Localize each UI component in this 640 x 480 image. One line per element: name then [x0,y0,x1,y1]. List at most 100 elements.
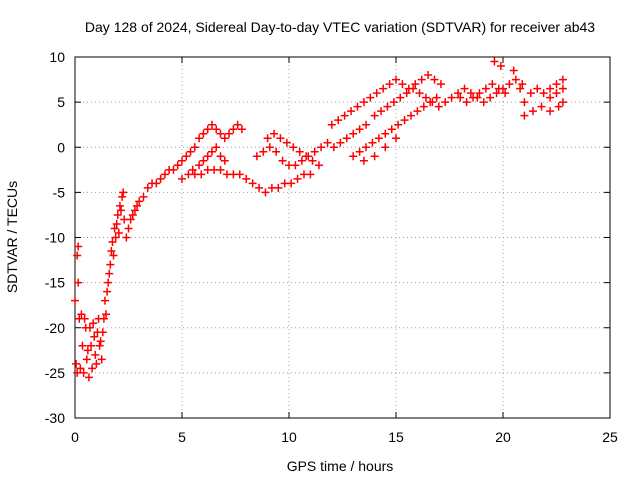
data-point [84,373,93,382]
data-point [110,224,119,233]
data-point [454,89,463,98]
data-point [78,341,87,350]
data-point [387,125,396,134]
y-tick-label: 5 [57,94,65,110]
data-point [368,138,377,147]
data-point [259,147,268,156]
data-point [349,129,358,138]
data-point [225,129,234,138]
axis-ticks: 0 5 10 15 20 25 -30 -25 -20 -15 -10 -5 0 5 10 [45,49,618,445]
x-tick-label: 25 [602,429,618,445]
data-point [413,107,422,116]
data-point [392,75,400,84]
data-point [505,80,514,89]
chart-title: Day 128 of 2024, Sidereal Day-to-day VTE… [85,19,595,35]
data-point [207,120,216,129]
data-point [359,98,368,107]
data-point [377,107,386,116]
x-tick-label: 20 [495,429,511,445]
data-point [456,93,465,102]
data-point [381,129,390,138]
y-tick-label: -15 [45,275,65,291]
data-point [392,134,400,143]
data-point [362,143,371,152]
data-point [421,93,430,102]
data-point [91,350,100,359]
data-point [366,93,375,102]
data-point [406,111,415,120]
data-point [89,319,98,328]
data-point [82,355,91,364]
data-point [242,174,251,183]
y-tick-label: -10 [45,230,65,246]
data-point [409,84,418,93]
data-point [173,161,182,170]
data-point [323,138,332,147]
data-point [558,75,567,84]
data-point [255,183,264,192]
data-point [278,156,287,165]
data-point [340,111,349,120]
data-point [496,62,505,71]
data-point [113,210,122,219]
data-point [272,147,281,156]
data-point [274,183,283,192]
data-point [488,80,497,89]
data-point [441,98,450,107]
data-point [509,66,518,75]
data-point [462,98,471,107]
data-point [349,152,358,161]
data-point [216,165,225,174]
x-axis-label: GPS time / hours [287,458,394,474]
data-point [122,233,131,242]
data-series [71,57,567,382]
data-point [199,129,208,138]
data-point [428,98,437,107]
data-point [347,107,356,116]
data-point [308,156,317,165]
data-point [460,84,469,93]
data-point [398,80,407,89]
data-point [436,80,445,89]
data-point [139,192,148,201]
data-point [80,314,89,323]
data-point [419,102,428,111]
data-point [199,156,208,165]
data-point [475,89,484,98]
data-point [310,147,319,156]
data-point [77,310,86,319]
data-point [336,138,345,147]
data-point [115,201,124,210]
data-point [263,134,272,143]
data-point [516,84,525,93]
data-point [203,125,212,134]
data-point [124,224,133,233]
data-point [546,93,555,102]
data-point [248,179,257,188]
data-point [216,129,225,138]
data-point [126,215,135,224]
data-point [306,170,315,179]
data-point [261,188,270,197]
data-point [434,102,443,111]
y-tick-label: 0 [57,139,65,155]
data-point [178,156,186,165]
data-point [490,57,499,66]
data-point [546,107,555,116]
y-tick-label: -25 [45,365,65,381]
data-point [95,341,104,350]
data-point [135,197,144,206]
data-point [102,310,111,319]
data-point [182,152,191,161]
data-point [317,143,326,152]
x-tick-label: 10 [281,429,297,445]
data-point [74,278,83,287]
data-point [370,111,379,120]
data-point [106,260,115,269]
data-point [74,242,83,251]
data-point [415,89,424,98]
data-point [79,368,88,377]
data-point [381,143,390,152]
data-point [178,174,186,183]
data-point [402,89,411,98]
